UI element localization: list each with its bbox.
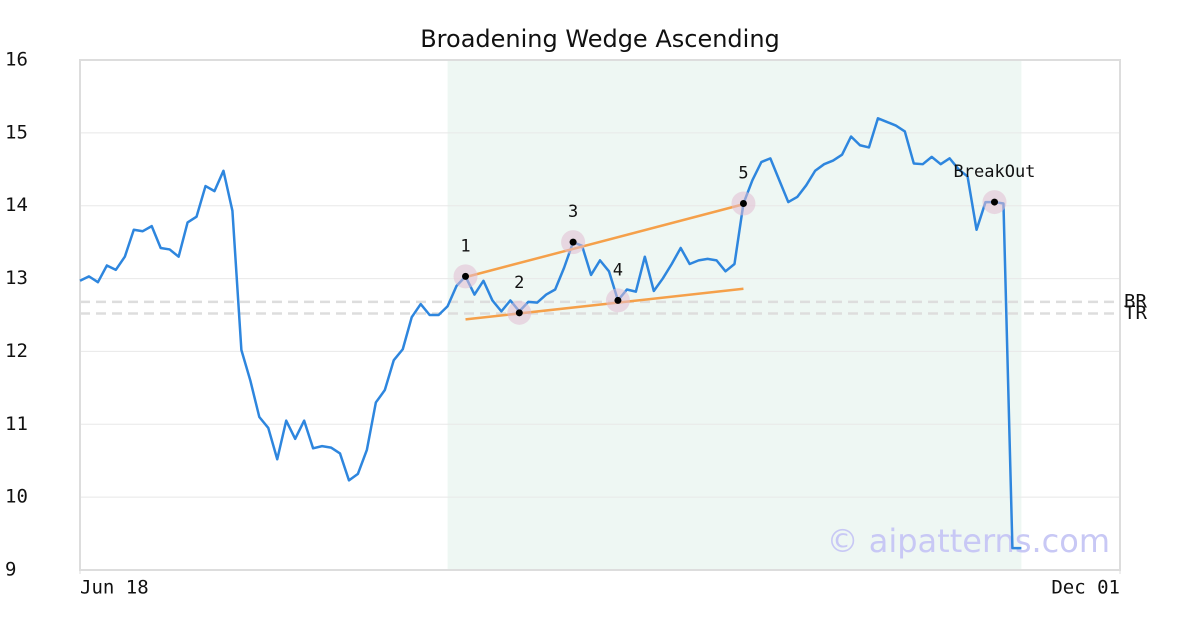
y-tick-label: 15: [5, 121, 28, 143]
y-tick-label: 9: [5, 559, 16, 581]
trendline: [465, 203, 744, 279]
chart-title: Broadening Wedge Ascending: [420, 25, 780, 53]
y-tick-label: 12: [5, 340, 28, 362]
y-tick-label: 13: [5, 267, 28, 289]
price-line: [79, 117, 1022, 550]
marker-dot: [614, 296, 622, 304]
annotation-label: 1: [460, 236, 470, 256]
x-tick-label: Dec 01: [1051, 577, 1120, 599]
annotation-label: 3: [568, 202, 578, 222]
y-tick-label: 11: [5, 413, 28, 435]
annotation-label: 4: [613, 260, 623, 280]
marker-dot: [569, 238, 577, 246]
y-tick-label: 16: [5, 49, 28, 71]
y-tick-label: 10: [5, 486, 28, 508]
plot-frame: [79, 59, 1121, 571]
annotation-label: 5: [738, 164, 748, 184]
annotation-label: 2: [514, 273, 524, 293]
marker-dot: [990, 198, 998, 206]
marker-dot: [462, 272, 470, 280]
marker-dot: [515, 309, 523, 317]
marker-dot: [739, 200, 747, 208]
level-label: TR: [1124, 302, 1147, 324]
x-tick-label: Jun 18: [80, 577, 149, 599]
level-label: BR: [1124, 290, 1147, 312]
annotation-label: BreakOut: [954, 162, 1036, 182]
pattern-region: [447, 60, 1022, 570]
watermark: © aipatterns.com: [827, 522, 1110, 560]
y-tick-label: 14: [5, 194, 28, 216]
